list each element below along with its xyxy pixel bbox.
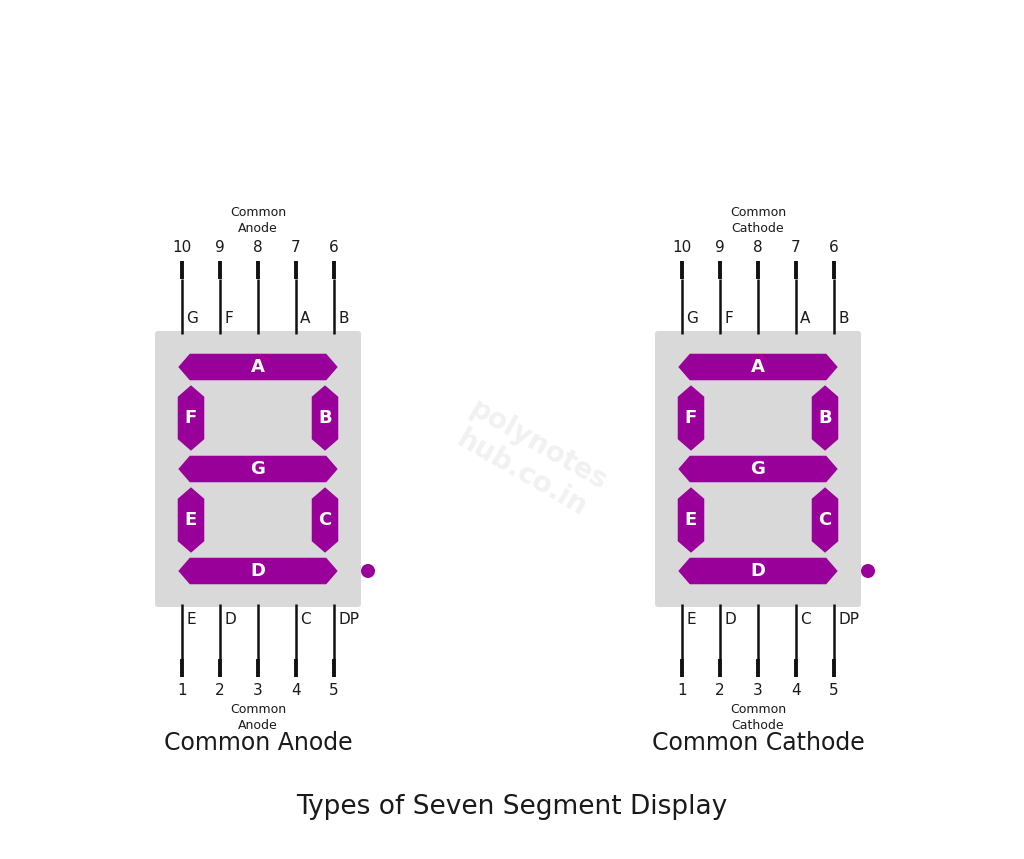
Text: C: C	[318, 511, 332, 529]
Text: A: A	[751, 358, 765, 376]
Text: D: D	[724, 612, 736, 627]
Text: D: D	[251, 562, 265, 580]
Text: B: B	[838, 311, 849, 326]
Text: 7: 7	[792, 240, 801, 255]
Polygon shape	[676, 454, 840, 484]
Polygon shape	[176, 485, 206, 555]
Text: B: B	[318, 409, 332, 427]
Text: 2: 2	[715, 683, 725, 698]
Text: Common
Anode: Common Anode	[230, 206, 286, 235]
Text: D: D	[224, 612, 236, 627]
Text: D: D	[751, 562, 766, 580]
Text: E: E	[685, 511, 697, 529]
Text: G: G	[186, 311, 198, 326]
Text: G: G	[251, 460, 265, 478]
Text: G: G	[751, 460, 765, 478]
Text: 5: 5	[329, 683, 339, 698]
Circle shape	[361, 564, 375, 578]
Polygon shape	[310, 383, 340, 453]
Text: A: A	[300, 311, 310, 326]
Text: Types of Seven Segment Display: Types of Seven Segment Display	[296, 794, 728, 820]
Text: G: G	[686, 311, 698, 326]
Text: B: B	[818, 409, 831, 427]
Text: F: F	[224, 311, 232, 326]
Polygon shape	[810, 485, 840, 555]
Text: 3: 3	[253, 683, 263, 698]
Text: E: E	[686, 612, 695, 627]
Text: C: C	[300, 612, 310, 627]
FancyBboxPatch shape	[655, 331, 861, 607]
Text: F: F	[685, 409, 697, 427]
Text: A: A	[251, 358, 265, 376]
Text: 6: 6	[329, 240, 339, 255]
Text: 1: 1	[177, 683, 186, 698]
Polygon shape	[176, 454, 340, 484]
Text: Common Anode: Common Anode	[164, 731, 352, 755]
Text: 8: 8	[754, 240, 763, 255]
Polygon shape	[176, 383, 206, 453]
Text: 6: 6	[829, 240, 839, 255]
Text: E: E	[186, 612, 196, 627]
Text: 7: 7	[291, 240, 301, 255]
Text: B: B	[338, 311, 348, 326]
Text: E: E	[185, 511, 198, 529]
Circle shape	[861, 564, 874, 578]
Text: DP: DP	[838, 612, 859, 627]
Text: 1: 1	[677, 683, 687, 698]
Text: Common
Anode: Common Anode	[230, 703, 286, 732]
Polygon shape	[676, 556, 840, 586]
Text: C: C	[800, 612, 811, 627]
Text: C: C	[818, 511, 831, 529]
Text: 3: 3	[753, 683, 763, 698]
Text: 4: 4	[291, 683, 301, 698]
Text: polynotes
hub.co.in: polynotes hub.co.in	[449, 394, 612, 524]
FancyBboxPatch shape	[155, 331, 361, 607]
Polygon shape	[176, 352, 340, 382]
Text: A: A	[800, 311, 810, 326]
Text: 4: 4	[792, 683, 801, 698]
Text: DP: DP	[338, 612, 359, 627]
Text: Common Cathode: Common Cathode	[651, 731, 864, 755]
Text: 9: 9	[715, 240, 725, 255]
Polygon shape	[676, 485, 706, 555]
Text: 2: 2	[215, 683, 225, 698]
Text: F: F	[185, 409, 198, 427]
Text: Common
Cathode: Common Cathode	[730, 206, 786, 235]
Text: 5: 5	[829, 683, 839, 698]
Text: 8: 8	[253, 240, 263, 255]
Text: 9: 9	[215, 240, 225, 255]
Polygon shape	[676, 352, 840, 382]
Text: Common
Cathode: Common Cathode	[730, 703, 786, 732]
Polygon shape	[676, 383, 706, 453]
Polygon shape	[810, 383, 840, 453]
Text: F: F	[724, 311, 733, 326]
Polygon shape	[176, 556, 340, 586]
Text: 10: 10	[172, 240, 191, 255]
Polygon shape	[310, 485, 340, 555]
Text: 10: 10	[673, 240, 691, 255]
